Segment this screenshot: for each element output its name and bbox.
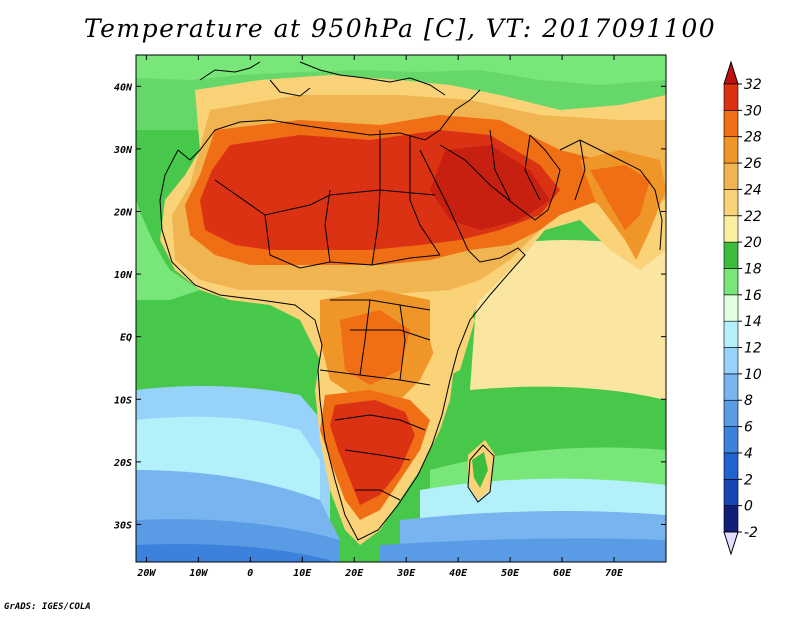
longitude-axis: 20W 10W 0 10E 20E 30E 40E 50E 60E 70E [136, 55, 624, 579]
colorbar-over-arrow [723, 60, 739, 85]
colorbar-label: 30 [744, 103, 762, 119]
map-frame [135, 54, 667, 563]
colorbar-segment [723, 373, 739, 401]
lon-tick-label: 40E [449, 568, 468, 579]
lon-tick-label: 60E [553, 568, 572, 579]
map-title: Temperature at 950hPa [C], VT: 201709110… [83, 14, 717, 43]
colorbar-segment [723, 83, 739, 111]
lat-tick-label: 10N [114, 270, 133, 281]
colorbar-segment [723, 110, 739, 138]
colorbar-segment [723, 136, 739, 164]
colorbar-under-arrow [723, 531, 739, 556]
colorbar-label: 4 [744, 446, 753, 462]
lon-tick-label: 30E [396, 568, 416, 579]
lon-tick-label: 20E [344, 568, 364, 579]
lon-tick-label: 0 [247, 568, 253, 579]
colorbar-label: 6 [744, 420, 753, 436]
colorbar-segment [723, 347, 739, 375]
colorbar-segment [723, 478, 739, 506]
colorbar-label: 10 [744, 367, 762, 383]
colorbar-label: 32 [744, 77, 762, 93]
colorbar-label: -2 [744, 525, 758, 541]
colorbar-segment [723, 320, 739, 348]
colorbar-label: 14 [744, 314, 762, 330]
colorbar-segment [723, 268, 739, 296]
colorbar-label: 26 [744, 156, 762, 172]
colorbar-label: 2 [744, 472, 753, 488]
lon-tick-label: 20W [136, 568, 156, 579]
colorbar-segment [723, 505, 739, 533]
grads-credit: GrADS: IGES/COLA [4, 602, 91, 612]
latitude-axis: 40N 30N 20N 10N EQ 10S 20S 30S [113, 82, 666, 531]
lat-tick-label: 20N [113, 207, 133, 218]
lat-tick-label: EQ [120, 333, 132, 344]
colorbar-segment [723, 399, 739, 427]
colorbar-label: 0 [744, 499, 753, 515]
colorbar-segment [723, 294, 739, 322]
lat-tick-label: 10S [114, 395, 132, 406]
colorbar-label: 8 [744, 393, 753, 409]
colorbar-label: 28 [744, 130, 762, 146]
lon-tick-label: 10E [293, 568, 312, 579]
lat-tick-label: 30N [113, 145, 133, 156]
lat-tick-label: 40N [114, 82, 133, 93]
colorbar-segment [723, 452, 739, 480]
coastlines [159, 61, 663, 541]
colorbar-segment [723, 241, 739, 269]
lon-tick-label: 50E [501, 568, 520, 579]
colorbar-segment [723, 189, 739, 217]
colorbar-label: 18 [744, 261, 762, 277]
colorbar-label: 20 [744, 235, 762, 251]
lon-tick-label: 70E [605, 568, 624, 579]
colorbar-label: 24 [744, 182, 762, 198]
colorbar-segment [723, 215, 739, 243]
lat-tick-label: 20S [113, 458, 132, 469]
colorbar-segment [723, 162, 739, 190]
colorbar-label: 22 [744, 209, 762, 225]
colorbar-label: 16 [744, 288, 762, 304]
colorbar-label: 12 [744, 341, 762, 357]
lat-tick-label: 30S [113, 520, 132, 531]
colorbar-segment [723, 426, 739, 454]
lon-tick-label: 10W [189, 568, 208, 579]
